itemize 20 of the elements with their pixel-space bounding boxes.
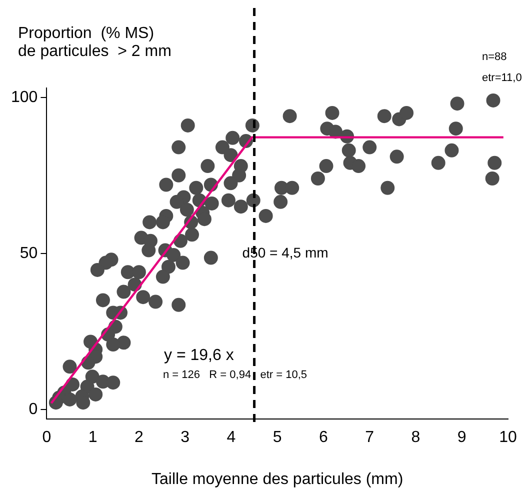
y-tick-label: 0 xyxy=(28,400,38,418)
x-tick-label: 3 xyxy=(180,428,190,446)
x-tick-label: 0 xyxy=(42,428,52,446)
y-tick-label: 50 xyxy=(20,244,38,262)
text: etr=11,0 xyxy=(482,72,522,84)
x-tick-label: 10 xyxy=(499,428,517,446)
annotation: y = 19,6 x xyxy=(164,347,234,364)
x-tick-label: 8 xyxy=(411,428,420,446)
x-tick-label: 1 xyxy=(88,428,98,446)
annotation: n = 126 R = 0,94 etr = 10,5 xyxy=(163,369,308,381)
x-tick-label: 7 xyxy=(365,428,374,446)
x-tick-label: 6 xyxy=(319,428,328,446)
text: n=88 xyxy=(482,51,507,63)
y-axis-title: Proportion (% MS) de particules > 2 mm xyxy=(18,25,172,60)
x-axis-title: Taille moyenne des particules (mm) xyxy=(152,471,404,488)
x-tick-label: 2 xyxy=(134,428,144,446)
x-tick-label: 9 xyxy=(457,428,466,446)
y-tick-label: 100 xyxy=(10,88,38,106)
x-tick-label: 5 xyxy=(272,428,282,446)
x-tick-label: 4 xyxy=(226,428,236,446)
